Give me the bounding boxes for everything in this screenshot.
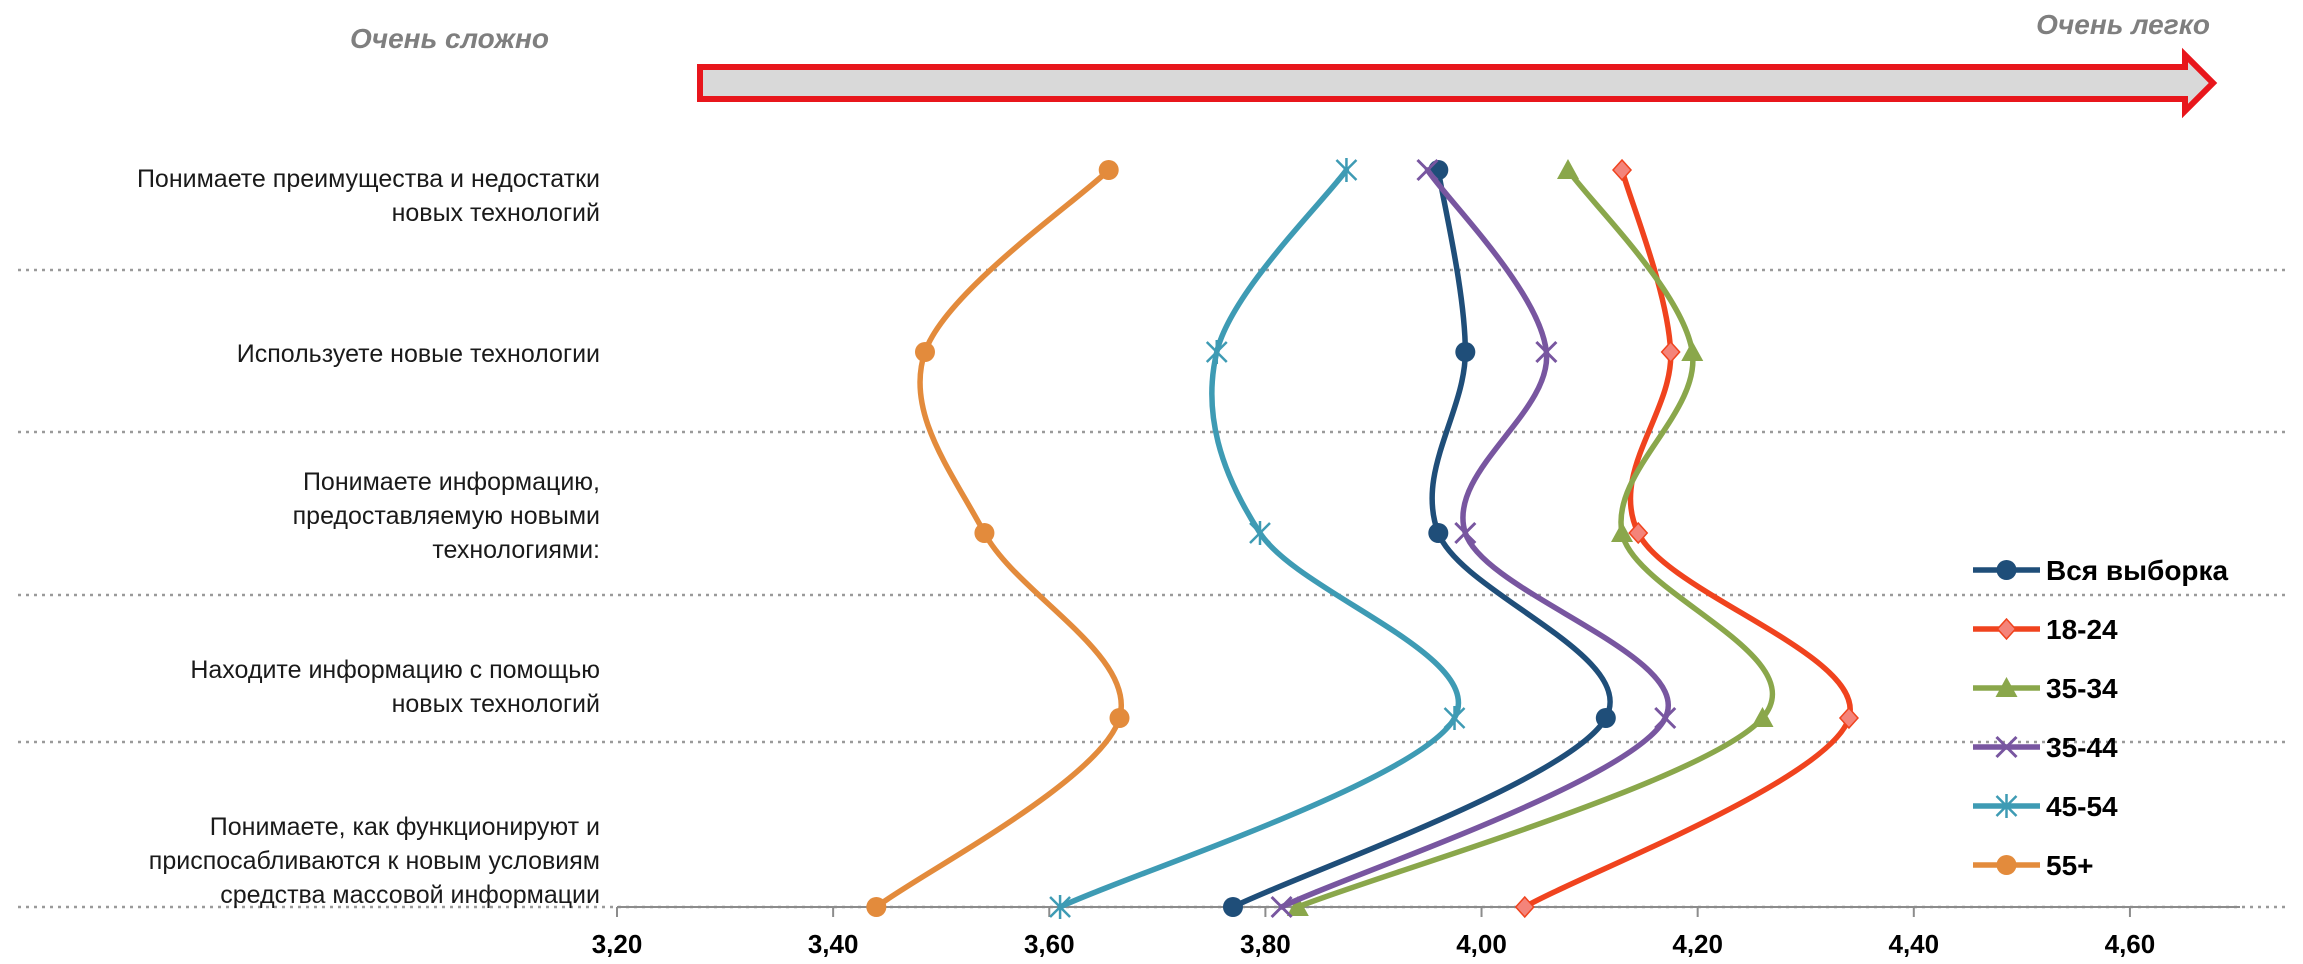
data-point xyxy=(1654,706,1677,730)
data-point xyxy=(1612,158,1633,182)
difficulty-arrow xyxy=(697,47,2218,119)
data-point xyxy=(1249,521,1271,545)
legend-item: 18-24 xyxy=(1973,614,2118,645)
x-tick-label: 4,20 xyxy=(1672,929,1723,959)
data-point xyxy=(1611,522,1634,542)
data-point xyxy=(1556,159,1579,179)
category-label: Понимаете преимущества и недостатки новых… xyxy=(137,165,600,227)
category-label: Понимаете, как функционируют и приспосабл… xyxy=(149,813,600,909)
series-line xyxy=(1278,167,1671,910)
data-point xyxy=(1416,158,1439,182)
series-line xyxy=(1522,167,1853,910)
data-point xyxy=(1514,895,1535,919)
data-point xyxy=(1443,706,1466,730)
legend-label: 45-54 xyxy=(2046,791,2118,822)
legend-label: 35-34 xyxy=(2046,673,2118,704)
data-point xyxy=(1098,160,1119,180)
x-tick-label: 4,60 xyxy=(2105,929,2156,959)
series-line xyxy=(1057,167,1461,910)
x-tick-label: 3,40 xyxy=(808,929,859,959)
data-point xyxy=(1751,707,1774,727)
legend-marker xyxy=(1996,560,2017,580)
data-point xyxy=(1428,523,1449,543)
legend-label: Вся выборка xyxy=(2046,555,2229,586)
data-point xyxy=(1681,341,1704,361)
series-line xyxy=(1295,167,1775,910)
data-point xyxy=(1535,340,1558,364)
x-tick-label: 3,60 xyxy=(1024,929,1075,959)
series-5 xyxy=(1049,158,1466,919)
category-label: Находите информацию с помощью новых техно… xyxy=(190,656,600,718)
series-3 xyxy=(1286,159,1775,916)
category-labels: Понимаете преимущества и недостатки новых… xyxy=(137,165,600,909)
very-difficult-label: Очень сложно xyxy=(350,23,549,54)
data-point xyxy=(1049,895,1071,919)
series-6 xyxy=(866,160,1130,917)
legend: Вся выборка 18-24 35-34 35-44 45-54 55+ xyxy=(1973,555,2229,881)
data-point xyxy=(1838,706,1859,730)
series-4 xyxy=(1270,158,1677,919)
legend-item: 55+ xyxy=(1973,850,2094,881)
data-point xyxy=(974,523,995,543)
data-point xyxy=(1222,897,1243,917)
x-tick-label: 3,20 xyxy=(592,929,643,959)
legend-marker xyxy=(1996,855,2017,875)
category-label: Используете новые технологии xyxy=(237,340,600,368)
series-2 xyxy=(1514,158,1859,919)
data-point xyxy=(1205,340,1228,364)
legend-label: 18-24 xyxy=(2046,614,2118,645)
difficulty-header: Очень сложно Очень легко xyxy=(350,9,2218,119)
data-point xyxy=(1454,521,1477,545)
legend-marker xyxy=(1995,794,2018,818)
series-lines xyxy=(866,158,1859,919)
legend-marker xyxy=(1995,677,2018,697)
series-line xyxy=(1230,167,1613,910)
legend-marker xyxy=(1996,617,2017,641)
x-axis: 3,20 3,40 3,60 3,80 4,00 4,20 4,40 4,60 xyxy=(592,906,2240,959)
data-point xyxy=(1595,708,1616,728)
data-point xyxy=(1270,895,1293,919)
data-point xyxy=(1286,896,1309,916)
x-tick-label: 4,00 xyxy=(1456,929,1507,959)
legend-label: 55+ xyxy=(2046,850,2094,881)
x-tick-label: 3,80 xyxy=(1240,929,1291,959)
legend-marker xyxy=(1995,735,2018,759)
legend-item: 35-44 xyxy=(1973,732,2118,763)
data-point xyxy=(866,897,887,917)
data-point xyxy=(914,342,935,362)
data-point xyxy=(1660,340,1681,364)
series-1 xyxy=(1222,160,1616,917)
legend-item: 35-34 xyxy=(1973,673,2118,704)
data-point xyxy=(1335,158,1358,182)
data-point xyxy=(1455,342,1476,362)
very-easy-label: Очень легко xyxy=(2036,9,2210,40)
series-line xyxy=(873,167,1125,910)
data-point xyxy=(1109,708,1130,728)
x-tick-label: 4,40 xyxy=(1888,929,1939,959)
legend-item: 45-54 xyxy=(1973,791,2118,822)
category-label: Понимаете информацию, предоставляемую нов… xyxy=(293,468,600,564)
data-point xyxy=(1628,521,1649,545)
legend-item: Вся выборка xyxy=(1973,555,2229,586)
legend-label: 35-44 xyxy=(2046,732,2118,763)
